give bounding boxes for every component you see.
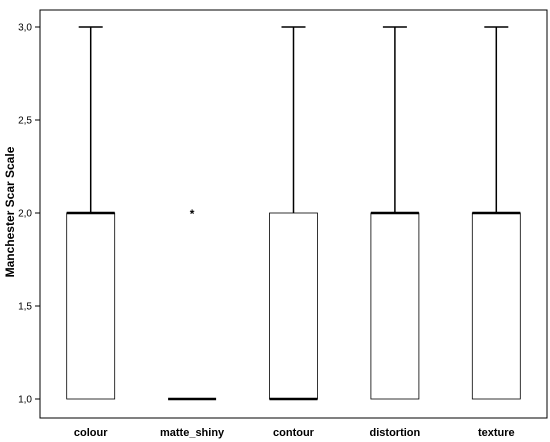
iqr-box: [370, 212, 420, 400]
x-tick-label: distortion: [370, 427, 421, 439]
y-tick-label: 2,5: [18, 116, 32, 127]
box-matte_shiny: *: [168, 207, 217, 401]
y-tick-label: 1,0: [18, 395, 32, 406]
box-texture: [471, 26, 521, 400]
iqr-box: [471, 212, 521, 400]
x-tick-label: texture: [478, 427, 515, 439]
y-axis: 1,0 1,5 2,0 2,5 3,0: [18, 23, 40, 406]
x-tick-label: matte_shiny: [160, 427, 225, 439]
y-axis-title: Manchester Scar Scale: [3, 146, 17, 277]
iqr-box: [269, 212, 318, 400]
box-series: *: [66, 26, 521, 401]
iqr-box: [66, 212, 116, 400]
box-colour: [66, 26, 116, 400]
y-tick-label: 1,5: [18, 302, 32, 313]
y-tick-label: 2,0: [18, 209, 32, 220]
y-tick-label: 3,0: [18, 23, 32, 34]
outlier-marker: *: [190, 207, 195, 221]
x-tick-label: colour: [74, 427, 108, 439]
box-distortion: [370, 26, 420, 400]
x-axis: colour matte_shiny contour distortion textur…: [74, 427, 515, 439]
box-contour: [269, 26, 318, 401]
x-tick-label: contour: [273, 427, 315, 439]
plot-frame: [39, 9, 548, 419]
